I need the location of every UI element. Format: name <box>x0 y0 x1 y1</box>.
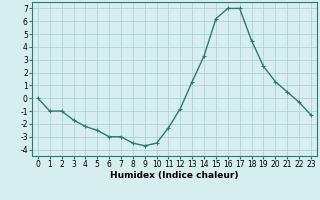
X-axis label: Humidex (Indice chaleur): Humidex (Indice chaleur) <box>110 171 239 180</box>
